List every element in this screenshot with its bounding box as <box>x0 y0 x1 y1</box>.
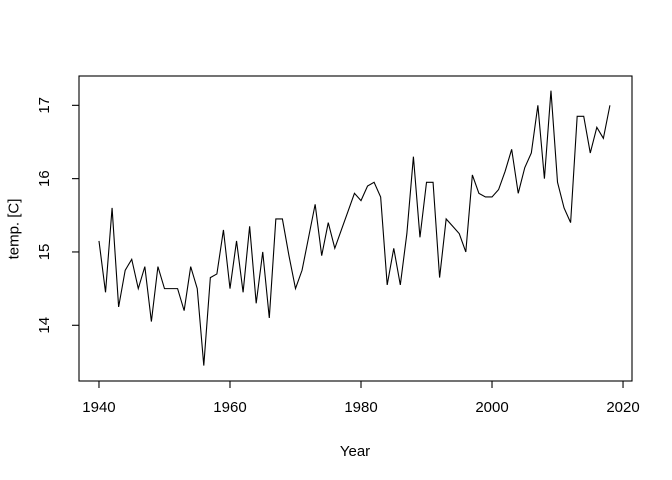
x-tick-label: 1980 <box>344 399 377 416</box>
y-tick-label: 14 <box>36 317 53 334</box>
y-tick-label: 16 <box>36 170 53 187</box>
temperature-series-line <box>98 90 611 366</box>
y-tick-label: 17 <box>36 97 53 114</box>
x-tick-label: 1940 <box>82 399 115 416</box>
plot-border <box>78 75 633 382</box>
x-axis-title: Year <box>339 443 371 460</box>
x-tick-label: 1960 <box>213 399 246 416</box>
y-tick-label: 15 <box>36 244 53 261</box>
y-axis-title: temp. [C] <box>5 198 23 260</box>
x-tick-label: 2000 <box>475 399 508 416</box>
x-tick-label: 2020 <box>606 399 639 416</box>
